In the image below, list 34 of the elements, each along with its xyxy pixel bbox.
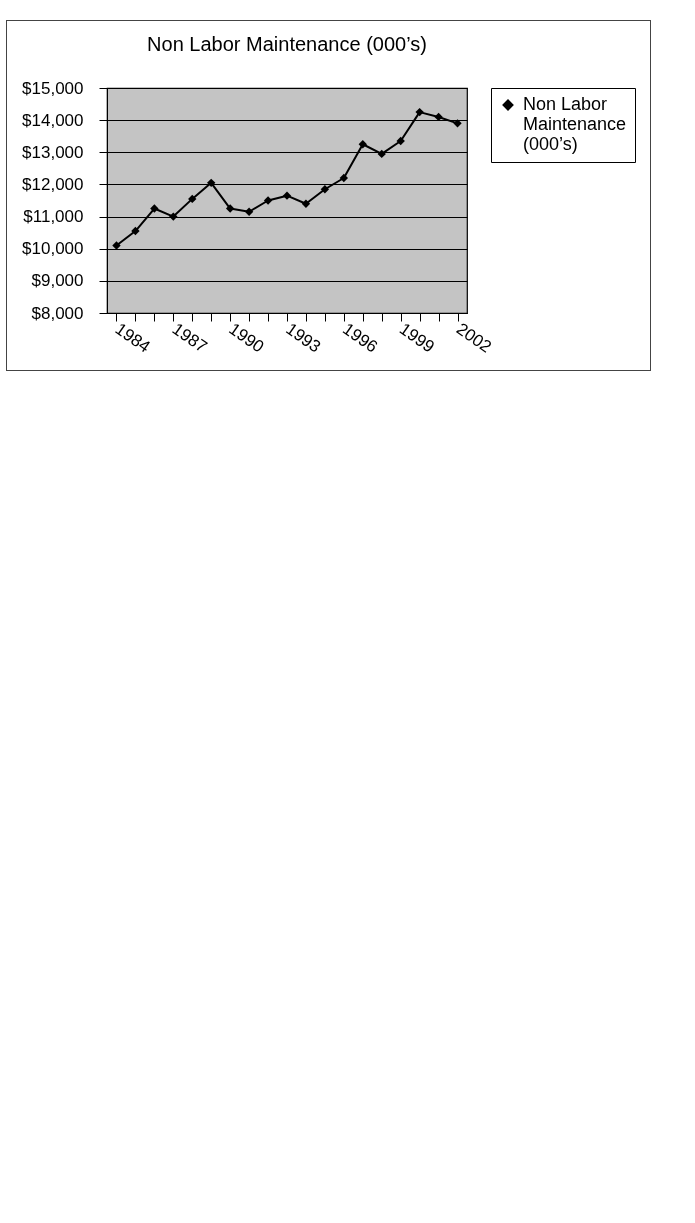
y-tick-label: $11,000 [23, 207, 84, 227]
y-tick-label: $12,000 [22, 174, 84, 194]
y-tick-label: $13,000 [22, 142, 84, 162]
x-tick-label: 1993 [282, 319, 325, 357]
chart-title: Non Labor Maintenance (000’s) [147, 33, 427, 55]
point [415, 107, 424, 117]
point [358, 140, 367, 149]
x-tick-label: 1990 [225, 319, 268, 357]
point [207, 178, 216, 187]
point [282, 191, 292, 200]
point [377, 149, 386, 159]
x-tick-label: 1984 [111, 319, 154, 357]
point [244, 207, 254, 216]
point [188, 194, 197, 204]
point [112, 241, 121, 250]
y-tick-label: $15,000 [22, 78, 84, 98]
y-tick-label: $10,000 [22, 239, 84, 259]
y-tick-label: $14,000 [22, 110, 84, 130]
point [301, 199, 311, 208]
point [396, 136, 405, 146]
x-tick-label: 1999 [396, 319, 438, 357]
point [453, 119, 462, 128]
point [320, 185, 330, 194]
point [225, 204, 235, 213]
point [339, 173, 349, 183]
legend-label: Non Labor Maintenance (000’s) [523, 94, 627, 154]
point [263, 196, 273, 205]
point [131, 226, 140, 236]
point [150, 204, 159, 213]
x-tick-label: 1996 [339, 319, 382, 357]
y-tick-label: $8,000 [31, 303, 84, 323]
point [169, 212, 178, 221]
x-tick-label: 1987 [168, 319, 211, 357]
y-tick-label: $9,000 [31, 271, 84, 291]
